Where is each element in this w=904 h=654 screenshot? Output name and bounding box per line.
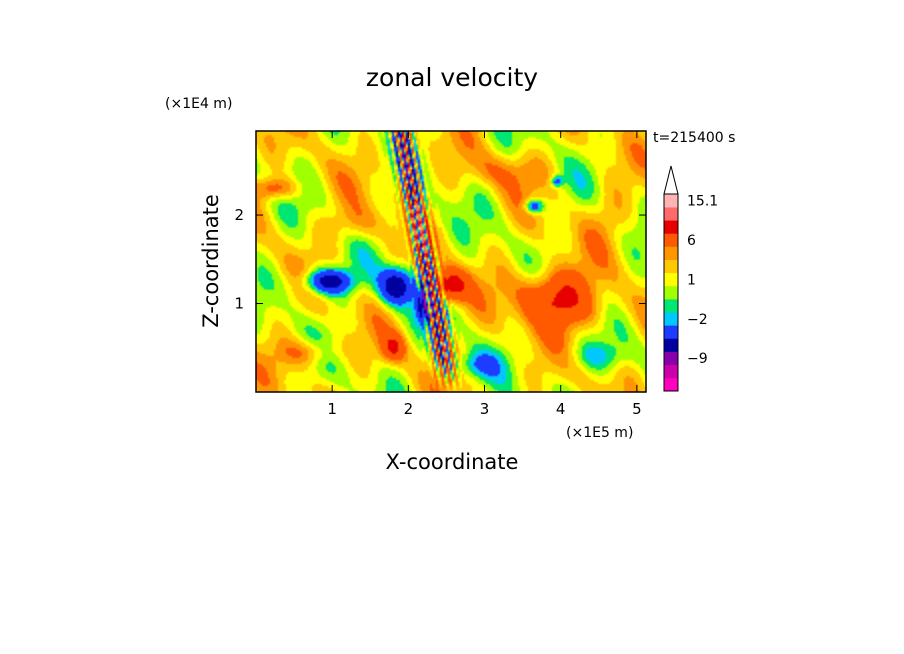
colorbar-segment [664, 338, 678, 352]
colorbar-overflow-arrow [663, 165, 679, 195]
colorbar-segment [664, 194, 678, 208]
colorbar-segment [664, 246, 678, 260]
colorbar-segment [664, 233, 678, 247]
colorbar-segment [664, 259, 678, 274]
velocity-field [256, 131, 646, 392]
chart-title: zonal velocity [366, 63, 538, 92]
y-unit-label: (×1E4 m) [165, 96, 232, 112]
y-axis-ticks: 12 [234, 206, 646, 313]
y-tick-label: 1 [234, 295, 244, 313]
x-tick-label: 4 [556, 400, 566, 418]
x-axis-ticks: 1 2 3 4 5 [327, 131, 642, 418]
time-label: t=215400 s [653, 130, 735, 146]
colorbar-segment [664, 299, 678, 313]
colorbar-segment [664, 272, 678, 287]
x-tick-label: 1 [327, 400, 337, 418]
colorbar-segment [664, 312, 678, 326]
colorbar-tick-label: 15.1 [687, 194, 718, 210]
colorbar-tick-label: 6 [687, 233, 696, 249]
y-tick-label: 2 [234, 206, 244, 224]
colorbar-segment [664, 351, 678, 366]
colorbar: 15.1 6 1 −2 −9 [663, 165, 718, 392]
x-axis-label: X-coordinate [386, 450, 519, 474]
x-tick-label: 3 [480, 400, 490, 418]
colorbar-segment [664, 364, 678, 379]
x-tick-label: 2 [404, 400, 414, 418]
colorbar-tick-label: −9 [687, 351, 708, 367]
y-axis-label: Z-coordinate [199, 194, 223, 328]
x-unit-label: (×1E5 m) [566, 425, 633, 441]
colorbar-segment [664, 285, 678, 300]
colorbar-tick-label: −2 [687, 312, 708, 328]
colorbar-tick-label: 1 [687, 272, 696, 288]
colorbar-segment [664, 207, 678, 221]
x-tick-label: 5 [632, 400, 642, 418]
colorbar-frame [663, 193, 679, 392]
colorbar-segment [664, 220, 678, 234]
colorbar-segment [664, 325, 678, 339]
plot-frame [255, 130, 647, 393]
colorbar-segment [664, 377, 678, 392]
